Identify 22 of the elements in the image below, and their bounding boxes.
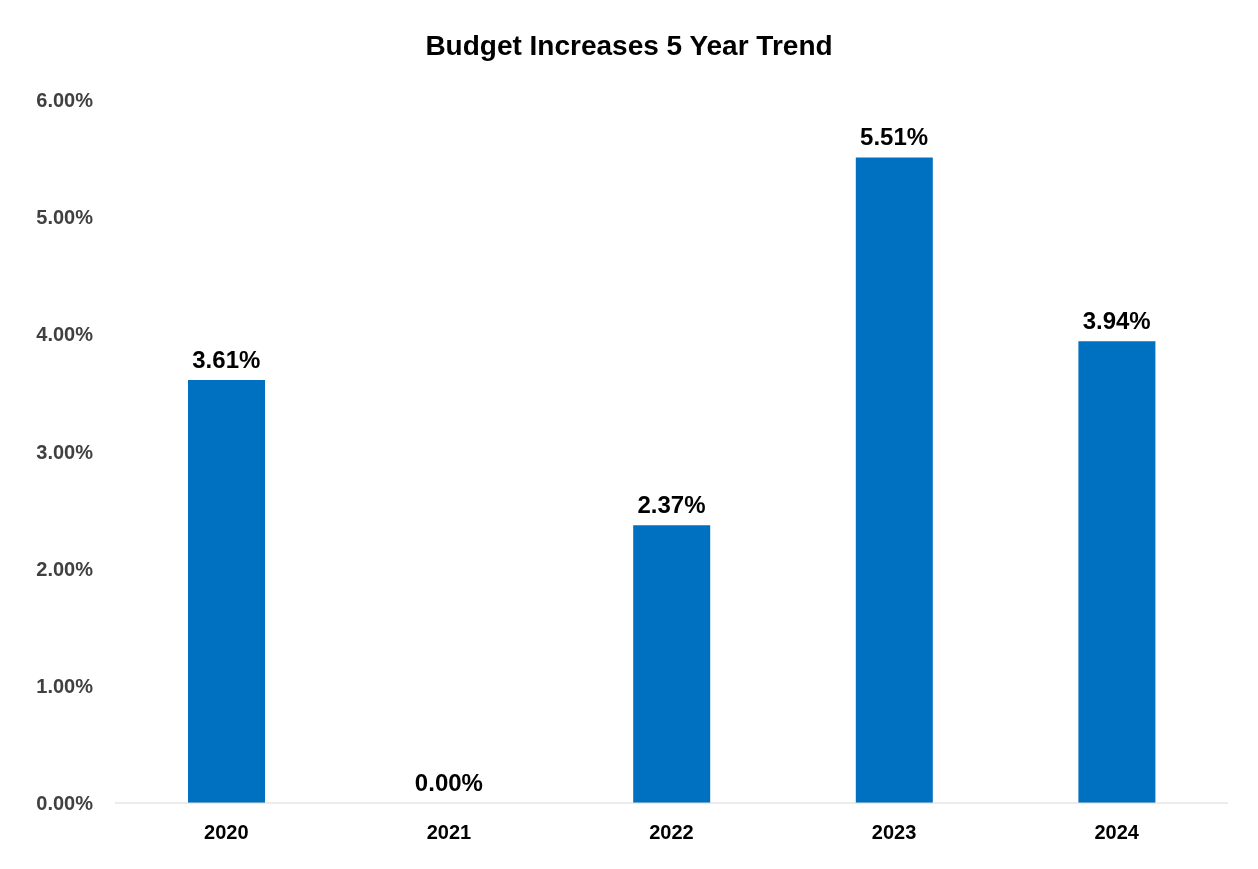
bar bbox=[633, 525, 711, 803]
bar bbox=[1078, 341, 1156, 803]
y-tick-label: 2.00% bbox=[36, 557, 94, 580]
y-tick-label: 1.00% bbox=[36, 674, 94, 697]
x-tick-label: 2023 bbox=[871, 821, 917, 844]
y-tick-label: 6.00% bbox=[36, 89, 94, 112]
y-tick-label: 0.00% bbox=[36, 792, 94, 815]
x-tick-label: 2024 bbox=[1094, 821, 1140, 844]
chart-title: Budget Increases 5 Year Trend bbox=[424, 30, 834, 62]
data-label: 2.37% bbox=[637, 491, 706, 519]
data-label: 0.00% bbox=[414, 769, 483, 796]
bar bbox=[188, 380, 265, 803]
bar bbox=[855, 157, 933, 803]
data-label: 3.94% bbox=[1082, 307, 1151, 335]
data-label: 5.51% bbox=[860, 123, 929, 151]
data-label: 3.61% bbox=[192, 346, 261, 374]
y-tick-label: 5.00% bbox=[36, 206, 94, 229]
y-tick-label: 3.00% bbox=[36, 440, 94, 463]
x-tick-label: 2021 bbox=[426, 821, 472, 844]
x-tick-label: 2020 bbox=[204, 821, 249, 844]
x-tick-label: 2022 bbox=[649, 821, 694, 844]
y-tick-label: 4.00% bbox=[36, 323, 94, 346]
